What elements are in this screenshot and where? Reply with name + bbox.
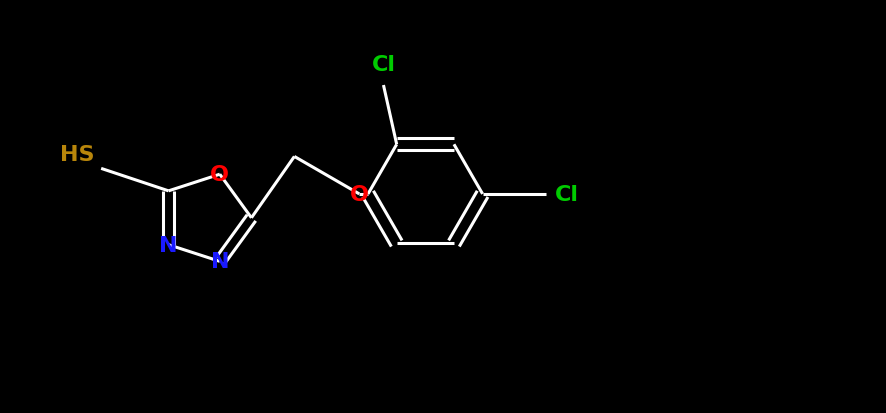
Text: O: O [210,165,229,185]
Text: Cl: Cl [554,185,578,204]
Text: HS: HS [59,145,94,165]
Text: Cl: Cl [371,55,395,74]
Text: N: N [159,235,177,255]
Text: N: N [210,252,229,272]
Text: O: O [349,185,369,204]
